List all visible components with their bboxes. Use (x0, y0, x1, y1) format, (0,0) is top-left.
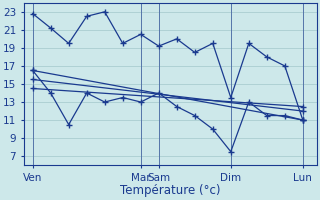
X-axis label: Température (°c): Température (°c) (120, 184, 221, 197)
